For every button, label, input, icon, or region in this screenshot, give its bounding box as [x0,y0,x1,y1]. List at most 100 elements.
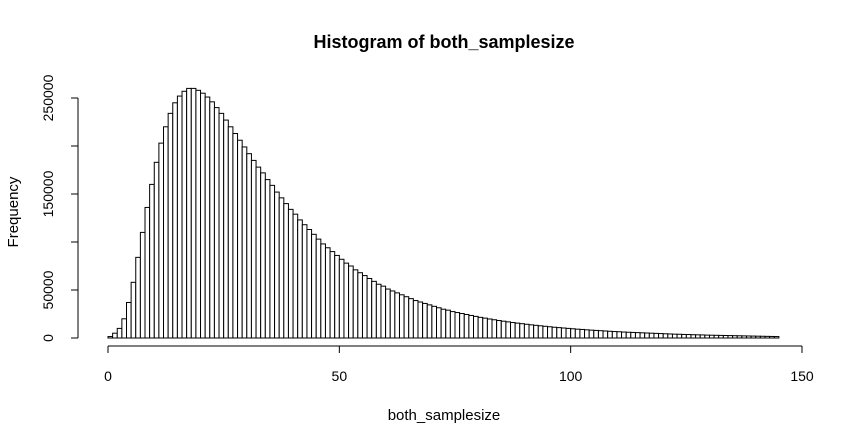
histogram-bar [218,112,225,339]
histogram-bar [246,153,252,339]
histogram-bar [241,146,248,339]
histogram-bar [491,319,498,339]
histogram-bar [477,316,484,339]
histogram-bar [560,327,567,339]
histogram-bar [625,331,632,339]
histogram-bar [329,251,336,339]
histogram-bar [200,92,206,339]
histogram-bar [722,335,729,339]
histogram-bar [352,269,359,339]
histogram-bar [486,318,493,339]
histogram-bar [505,321,512,339]
histogram-bar [153,161,160,339]
histogram-bar [112,332,118,339]
x-axis: 0 50 100 150 [104,345,814,384]
histogram-bar [500,320,507,339]
histogram-bar [533,324,539,339]
histogram-bar [348,265,354,339]
histogram-bar [204,96,211,339]
histogram-bar [440,308,447,339]
histogram-bar [732,335,738,339]
histogram-bar [745,335,752,339]
histogram-bar [278,197,285,339]
histogram-bar [375,283,382,339]
histogram-bar [510,322,516,339]
histogram-bar [445,309,451,339]
histogram-bar [727,335,734,339]
histogram-bar [639,332,646,339]
histogram-bar [653,332,660,339]
y-tick-label: 50000 [40,270,56,309]
histogram-bar [662,333,669,339]
histogram-bar [149,183,155,339]
histogram-bar [459,313,465,339]
histogram-bar [343,262,350,339]
histogram-bar [417,301,424,339]
histogram-bar [260,172,266,339]
histogram-bar [528,324,535,339]
histogram-bar [181,90,188,339]
histogram-bar [190,87,197,339]
histogram-bar [176,95,183,339]
histogram-bar [389,290,396,339]
histogram-bar [163,126,169,339]
y-tick-label: 150000 [40,170,56,217]
histogram-bar [426,304,433,339]
x-axis-label: both_samplesize [388,407,501,424]
histogram-bar [579,328,586,339]
histogram-bar [380,285,387,339]
histogram-bar [126,301,132,339]
bars-group [107,87,780,339]
histogram-bar [135,256,141,339]
histogram-bar [750,335,757,339]
histogram-bar [607,330,613,339]
histogram-bar [597,330,604,339]
histogram-bar [408,298,414,339]
histogram-bar [255,166,262,339]
histogram-bar [449,311,456,339]
histogram-bar [264,179,271,339]
histogram-bar [144,206,151,339]
histogram-bar [357,272,363,339]
histogram-bar [403,296,410,339]
histogram-bar [773,336,780,339]
histogram-bar [473,315,479,339]
histogram-bar [611,331,618,339]
histogram-bar [616,331,623,339]
histogram-bar [671,333,678,339]
histogram-bar [676,333,683,339]
histogram-bar [130,281,137,339]
histogram-bar [523,323,530,339]
histogram-bar [158,142,165,339]
histogram-bar [551,326,558,339]
histogram-bar [741,335,747,339]
histogram-bar [681,333,687,339]
histogram-bar [602,330,609,339]
histogram-bar [542,325,549,339]
histogram-bar [593,329,599,339]
histogram-bar [334,254,340,339]
histogram-bar [209,101,215,339]
histogram-bar [116,327,123,339]
histogram-bar [759,335,766,339]
histogram-bar [232,133,239,339]
histogram-bar [121,318,128,339]
x-tick-label: 100 [559,368,583,384]
histogram-bar [648,332,655,339]
histogram-bar [574,328,581,339]
histogram-bar [519,323,525,339]
histogram-bar [385,288,391,339]
histogram-bar [708,334,715,339]
histogram-bar [514,322,521,339]
histogram-bar [621,331,627,339]
histogram-bar [306,229,313,339]
histogram-bar [338,258,345,339]
histogram-bar [366,277,373,339]
histogram-bar [223,119,229,339]
histogram-bar [269,184,276,339]
histogram-bar [297,219,303,339]
histogram-bar [658,333,664,339]
histogram-bar [769,335,775,339]
